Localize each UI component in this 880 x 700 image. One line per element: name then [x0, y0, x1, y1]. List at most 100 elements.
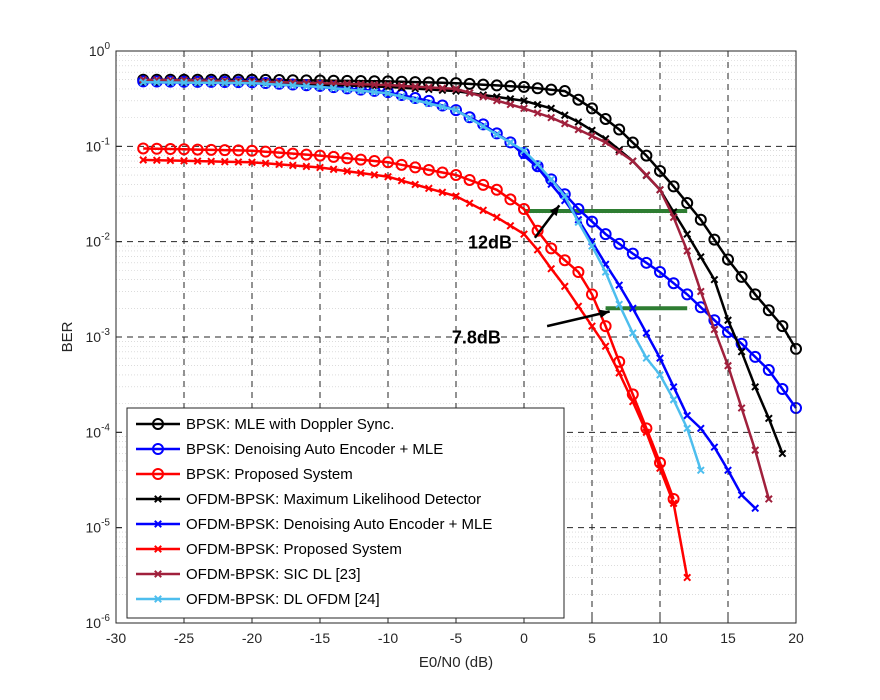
data-point [356, 169, 365, 177]
x-tick-label: -30 [106, 630, 126, 646]
data-point [218, 144, 231, 157]
data-point [560, 192, 569, 201]
annotations: 12dB 7.8dB [452, 204, 610, 348]
data-point [479, 206, 488, 215]
data-point [520, 230, 528, 239]
series-line [143, 147, 675, 500]
data-point [762, 304, 775, 317]
data-point [411, 96, 420, 104]
data-point [302, 82, 311, 91]
data-point [490, 127, 503, 140]
data-point [615, 369, 624, 377]
data-point [343, 85, 352, 94]
data-point [615, 300, 624, 309]
data-point [560, 119, 569, 128]
legend-marker [154, 520, 162, 528]
data-point [397, 92, 406, 101]
x-tick-label: -20 [242, 630, 262, 646]
data-point [588, 322, 596, 331]
data-point [681, 197, 694, 210]
data-point [642, 329, 651, 337]
legend-marker [154, 545, 162, 553]
data-point [504, 80, 517, 93]
series-8 [139, 78, 705, 475]
legend-marker [152, 418, 164, 430]
data-point [520, 146, 528, 155]
data-point [586, 102, 598, 115]
data-point [234, 79, 243, 87]
legend-marker [154, 570, 162, 578]
data-point [656, 464, 664, 473]
data-point [193, 78, 202, 87]
series-6 [139, 156, 692, 582]
data-point [411, 180, 420, 189]
data-point [137, 142, 150, 155]
ticks: -30 -25 -20 -15 -10 -5 0 5 10 15 20 100 10-1 10-2 10-3… [86, 41, 804, 646]
legend-marker [152, 468, 164, 480]
data-point [370, 170, 379, 179]
data-point [667, 277, 680, 290]
x-tick-label: 20 [788, 630, 804, 646]
data-point [751, 446, 760, 455]
data-point [628, 329, 637, 337]
data-point [574, 302, 583, 311]
x-tick-label: -25 [174, 630, 194, 646]
data-point [654, 164, 666, 177]
legend-marker [154, 495, 162, 503]
data-point [395, 158, 408, 171]
data-point [314, 149, 326, 162]
data-point [261, 79, 270, 88]
data-point [450, 169, 462, 182]
data-point [232, 144, 245, 157]
data-point [139, 78, 148, 87]
data-point [696, 287, 705, 296]
data-point [180, 78, 188, 87]
data-point [492, 130, 501, 139]
data-point [479, 92, 488, 101]
data-point [370, 80, 379, 89]
data-point [354, 153, 367, 166]
data-point [683, 230, 692, 239]
data-point [463, 111, 476, 124]
data-point [572, 93, 585, 106]
data-point [275, 160, 284, 169]
legend-label: OFDM-BPSK: Denoising Auto Encoder + MLE [186, 516, 492, 533]
data-point [669, 499, 678, 508]
data-point [669, 213, 678, 222]
data-point [288, 81, 297, 90]
y-tick-label: 10-3 [86, 327, 111, 345]
data-point [710, 275, 719, 284]
x-tick-label: -15 [310, 630, 330, 646]
data-point [463, 173, 476, 186]
data-point [261, 159, 270, 168]
data-point [422, 94, 435, 107]
data-point [601, 138, 610, 147]
data-point [628, 397, 637, 406]
data-point [613, 237, 626, 250]
data-point [683, 411, 692, 420]
data-point [735, 270, 748, 283]
legend-label: BPSK: MLE with Doppler Sync. [186, 416, 394, 433]
annotation-arrowhead [598, 309, 610, 319]
data-point [452, 192, 460, 201]
data-point [438, 188, 447, 197]
data-point [531, 82, 544, 95]
legend: BPSK: MLE with Doppler Sync. BPSK: Denois… [126, 407, 565, 619]
data-point [574, 118, 583, 126]
series-layer [137, 73, 802, 582]
data-point [518, 147, 530, 160]
data-point [547, 264, 556, 273]
data-point [504, 193, 517, 206]
data-point [166, 78, 175, 87]
data-point [642, 171, 651, 179]
data-point [572, 203, 585, 216]
data-point [547, 175, 556, 184]
data-point [749, 350, 762, 363]
data-point [409, 161, 422, 174]
data-point [248, 158, 256, 167]
data-point [778, 449, 787, 458]
legend-marker [154, 595, 162, 603]
data-point [545, 83, 558, 96]
data-point [397, 176, 406, 185]
data-point [492, 213, 501, 222]
